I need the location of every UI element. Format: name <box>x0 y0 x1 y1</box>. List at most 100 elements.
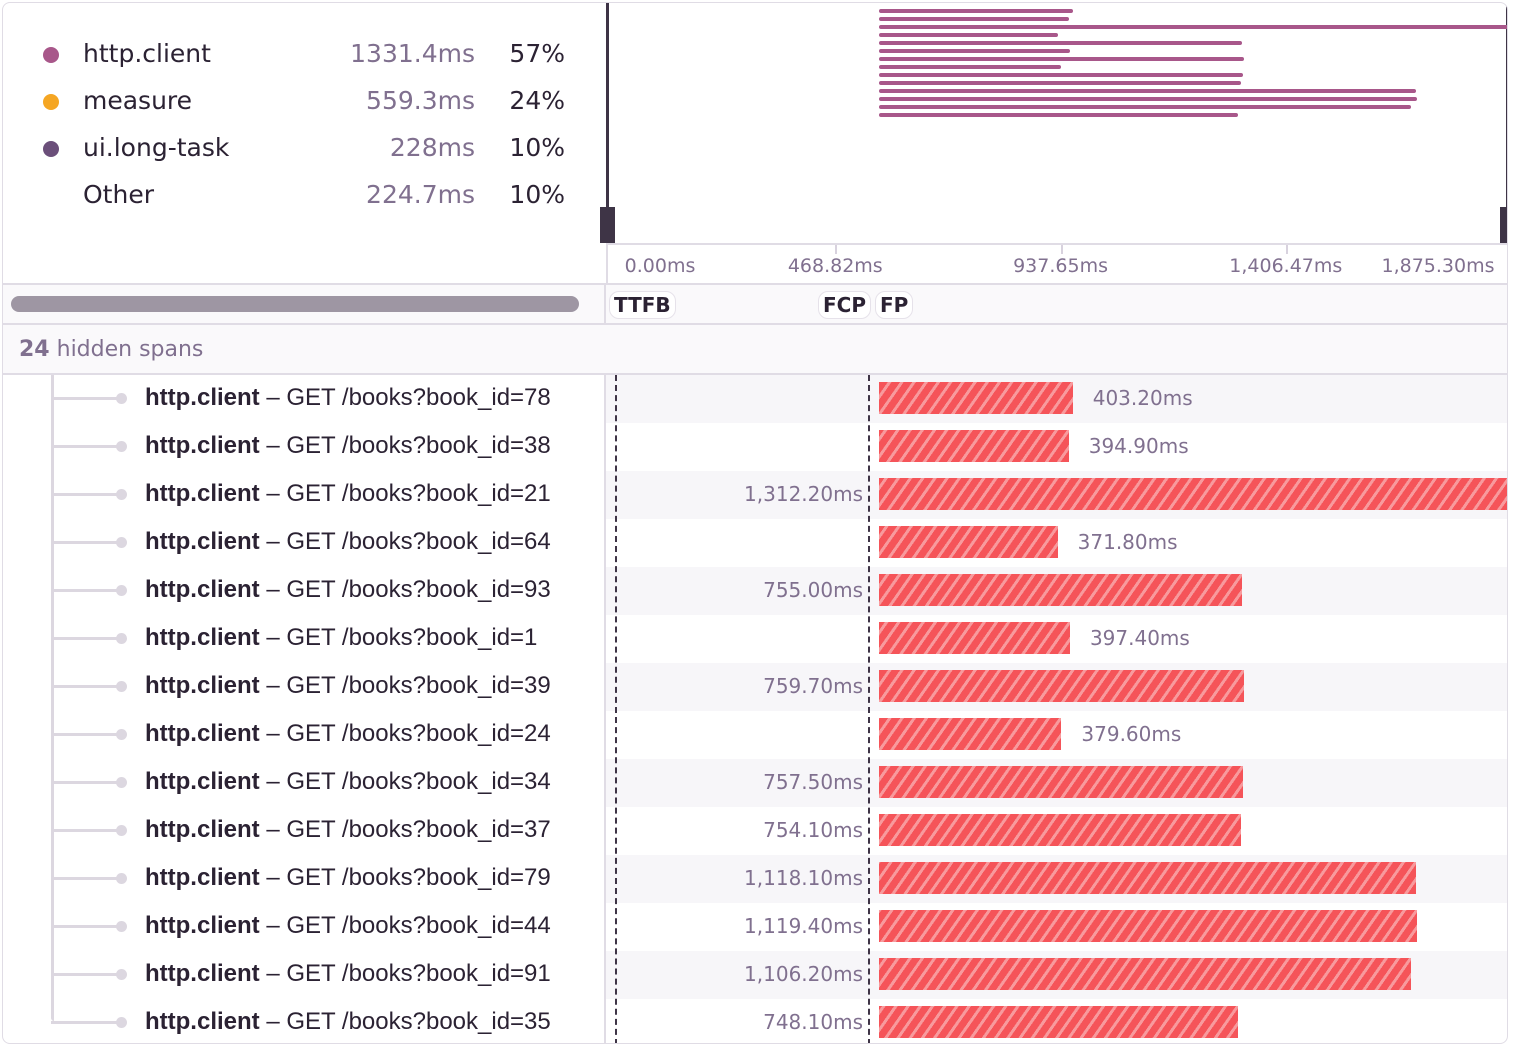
span-title: http.client – GET /books?book_id=78 <box>145 384 551 412</box>
span-title: http.client – GET /books?book_id=34 <box>145 768 551 796</box>
tree-branch <box>51 637 119 640</box>
tree-branch <box>51 925 119 928</box>
span-bar[interactable] <box>879 670 1245 702</box>
span-row[interactable]: http.client – GET /books?book_id=21 1,312… <box>3 471 1507 519</box>
span-row[interactable]: http.client – GET /books?book_id=35 748.1… <box>3 999 1507 1043</box>
span-bar[interactable] <box>879 382 1073 414</box>
span-row[interactable]: http.client – GET /books?book_id=39 759.7… <box>3 663 1507 711</box>
span-op: http.client <box>145 1008 260 1035</box>
span-description: GET /books?book_id=44 <box>286 912 551 939</box>
marker-fcp[interactable]: FCP <box>818 291 871 319</box>
span-title: http.client – GET /books?book_id=44 <box>145 912 551 940</box>
span-row-timeline: 748.10ms <box>606 999 1507 1043</box>
span-description: GET /books?book_id=39 <box>286 672 551 699</box>
legend-color-dot-icon <box>43 47 59 63</box>
span-row[interactable]: http.client – GET /books?book_id=34 757.5… <box>3 759 1507 807</box>
span-bar[interactable] <box>879 574 1242 606</box>
legend-duration: 1331.4ms <box>350 39 475 68</box>
tree-node-dot-icon <box>116 921 127 932</box>
span-bar[interactable] <box>879 910 1417 942</box>
tree-branch <box>51 829 119 832</box>
legend-item[interactable]: http.client 1331.4ms 57% <box>3 35 603 75</box>
minimap-right-grip[interactable] <box>1500 207 1507 243</box>
legend-item[interactable]: ui.long-task 228ms 10% <box>3 129 603 169</box>
span-row[interactable]: http.client – GET /books?book_id=78 403.2… <box>3 375 1507 423</box>
minimap-left-handle[interactable] <box>606 3 609 243</box>
span-row[interactable]: http.client – GET /books?book_id=91 1,106… <box>3 951 1507 999</box>
span-bar[interactable] <box>879 862 1417 894</box>
span-separator: – <box>259 720 287 747</box>
span-bar[interactable] <box>879 478 1507 510</box>
tree-branch <box>51 1021 119 1024</box>
span-title: http.client – GET /books?book_id=21 <box>145 480 551 508</box>
span-bar[interactable] <box>879 766 1243 798</box>
span-bar[interactable] <box>879 622 1070 654</box>
minimap-span-bar <box>879 41 1242 45</box>
legend-percent: 57% <box>509 39 565 68</box>
hidden-spans-toggle[interactable]: 24 hidden spans <box>3 325 1507 375</box>
span-row-label: http.client – GET /books?book_id=79 <box>3 855 604 903</box>
span-title: http.client – GET /books?book_id=38 <box>145 432 551 460</box>
horizontal-scrollbar[interactable] <box>11 296 579 312</box>
span-op: http.client <box>145 480 260 507</box>
span-separator: – <box>259 768 287 795</box>
span-duration: 403.20ms <box>1092 386 1193 410</box>
span-bar[interactable] <box>879 718 1062 750</box>
span-description: GET /books?book_id=24 <box>286 720 551 747</box>
span-duration: 397.40ms <box>1089 626 1190 650</box>
span-row-label: http.client – GET /books?book_id=44 <box>3 903 604 951</box>
span-row-label: http.client – GET /books?book_id=39 <box>3 663 604 711</box>
span-row[interactable]: http.client – GET /books?book_id=24 379.6… <box>3 711 1507 759</box>
legend-item[interactable]: measure 559.3ms 24% <box>3 82 603 122</box>
tree-branch <box>51 493 119 496</box>
span-row[interactable]: http.client – GET /books?book_id=44 1,119… <box>3 903 1507 951</box>
span-bar[interactable] <box>879 958 1411 990</box>
span-row-label: http.client – GET /books?book_id=35 <box>3 999 604 1043</box>
span-row[interactable]: http.client – GET /books?book_id=37 754.1… <box>3 807 1507 855</box>
span-description: GET /books?book_id=91 <box>286 960 551 987</box>
span-row[interactable]: http.client – GET /books?book_id=64 371.8… <box>3 519 1507 567</box>
divider <box>604 285 606 325</box>
span-description: GET /books?book_id=38 <box>286 432 551 459</box>
tree-branch <box>51 685 119 688</box>
span-row-timeline: 757.50ms <box>606 759 1507 807</box>
span-description: GET /books?book_id=35 <box>286 1008 551 1035</box>
marker-ttfb[interactable]: TTFB <box>609 291 676 319</box>
legend-percent: 10% <box>509 180 565 209</box>
tree-node-dot-icon <box>116 729 127 740</box>
minimap-right-handle[interactable] <box>1506 3 1507 243</box>
minimap-span-bar <box>879 9 1073 13</box>
span-bar[interactable] <box>879 526 1058 558</box>
fcp-line <box>868 375 870 1043</box>
span-op: http.client <box>145 384 260 411</box>
minimap-span-bar <box>879 81 1242 85</box>
span-row[interactable]: http.client – GET /books?book_id=1 397.40… <box>3 615 1507 663</box>
legend-item[interactable]: Other 224.7ms 10% <box>3 176 603 216</box>
span-row[interactable]: http.client – GET /books?book_id=79 1,118… <box>3 855 1507 903</box>
span-row-timeline: 754.10ms <box>606 807 1507 855</box>
span-duration: 1,119.40ms <box>744 914 863 938</box>
marker-fp[interactable]: FP <box>875 291 914 319</box>
span-op: http.client <box>145 960 260 987</box>
span-title: http.client – GET /books?book_id=93 <box>145 576 551 604</box>
tree-node-dot-icon <box>116 777 127 788</box>
pane-divider[interactable] <box>604 375 606 1043</box>
span-separator: – <box>259 912 287 939</box>
span-row-label: http.client – GET /books?book_id=21 <box>3 471 604 519</box>
minimap[interactable] <box>600 3 1507 243</box>
span-bar[interactable] <box>879 814 1242 846</box>
span-row[interactable]: http.client – GET /books?book_id=38 394.9… <box>3 423 1507 471</box>
span-row[interactable]: http.client – GET /books?book_id=93 755.0… <box>3 567 1507 615</box>
span-title: http.client – GET /books?book_id=91 <box>145 960 551 988</box>
span-row-timeline: 759.70ms <box>606 663 1507 711</box>
span-separator: – <box>259 528 287 555</box>
span-op: http.client <box>145 624 260 651</box>
timeline-axis: 0.00ms 468.82ms 937.65ms 1,406.47ms 1,875.30… <box>606 243 1507 285</box>
span-bar[interactable] <box>879 1006 1239 1038</box>
span-row-timeline: 403.20ms <box>606 375 1507 423</box>
span-bar[interactable] <box>879 430 1069 462</box>
tree-branch <box>51 733 119 736</box>
span-row-timeline: 371.80ms <box>606 519 1507 567</box>
span-row-label: http.client – GET /books?book_id=64 <box>3 519 604 567</box>
minimap-left-grip[interactable] <box>600 207 615 243</box>
